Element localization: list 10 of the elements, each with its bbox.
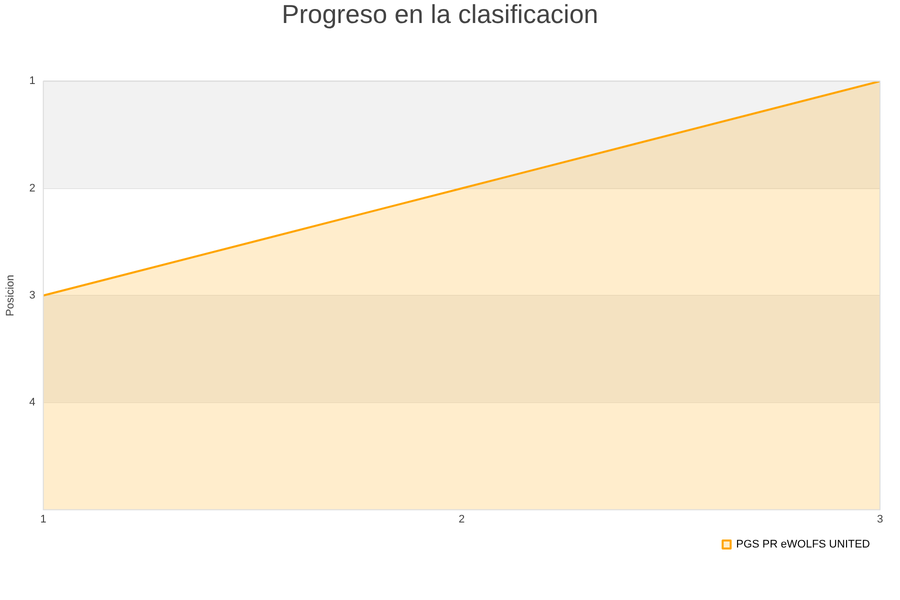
y-tick-label: 4 [29, 396, 36, 409]
y-tick-label: 1 [29, 75, 36, 88]
y-tick-label: 2 [29, 182, 36, 194]
x-tick-label: 2 [458, 513, 465, 526]
y-axis-title: Posicion [4, 274, 17, 316]
x-tick-label: 1 [40, 513, 46, 526]
legend-label: PGS PR eWOLFS UNITED [736, 538, 870, 551]
x-tick-label: 3 [876, 513, 884, 526]
chart-title: Progreso en la clasificacion [282, 0, 598, 29]
y-tick-label: 3 [29, 290, 36, 302]
